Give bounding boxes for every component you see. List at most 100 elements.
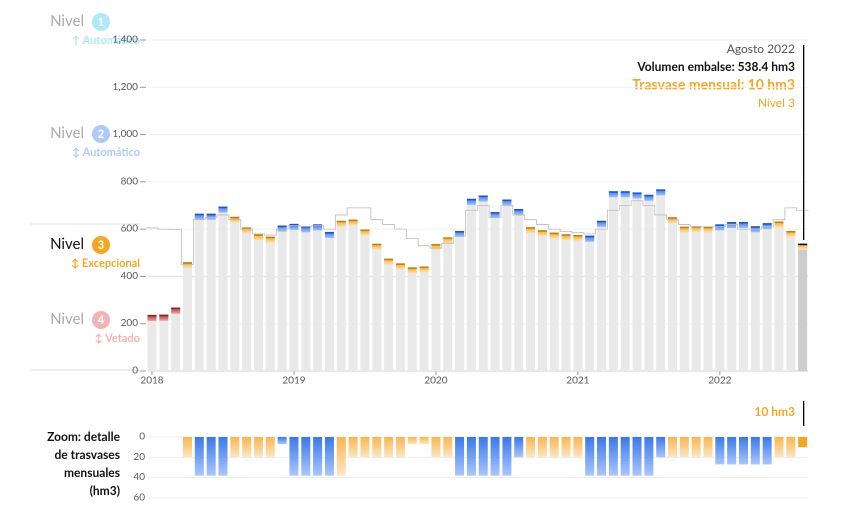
bar — [762, 223, 772, 371]
transfer-bar — [750, 437, 760, 465]
bar-cap — [182, 262, 192, 269]
y-tick-label: 1,200 — [113, 81, 139, 93]
bar-cap — [443, 237, 453, 244]
bar — [360, 229, 370, 371]
bar-cap — [656, 189, 666, 196]
bar-cap — [644, 194, 654, 201]
transfer-bar — [608, 437, 618, 476]
bar — [443, 237, 453, 371]
transfer-bar — [194, 437, 204, 476]
transfer-bar — [668, 437, 678, 458]
bar-cap — [514, 209, 524, 216]
bar-cap — [786, 231, 796, 238]
y-tick-label: 1,000 — [113, 128, 139, 140]
bar-cap — [668, 217, 678, 224]
transfer-bar — [739, 437, 748, 465]
transfer-bar — [762, 437, 772, 465]
transfer-bar — [384, 437, 394, 458]
bar-cap — [679, 226, 689, 233]
transfer-bar — [585, 437, 595, 476]
transfer-bar — [786, 437, 796, 458]
level-label: Nivel — [50, 235, 84, 253]
bar-cap — [206, 213, 216, 220]
transfer-bar — [561, 437, 571, 458]
bar — [786, 231, 796, 371]
transfer-bar — [206, 437, 216, 476]
transfer-bar — [372, 437, 382, 458]
y-tick-label: 0 — [139, 431, 145, 443]
bar-cap — [715, 224, 725, 231]
bar — [549, 232, 559, 371]
transfer-bar — [703, 437, 713, 458]
bar — [194, 213, 204, 371]
x-tick-label: 2018 — [140, 375, 163, 387]
zoom-tooltip: 10 hm3 — [754, 404, 795, 419]
transfer-bar — [218, 437, 228, 476]
bar-cap — [313, 224, 323, 231]
bar — [384, 258, 394, 371]
bar — [466, 198, 476, 371]
bar — [502, 199, 512, 371]
bar-cap — [466, 198, 476, 205]
bar — [727, 222, 737, 371]
y-tick-label: 400 — [121, 270, 139, 282]
bar-cap — [561, 234, 571, 241]
transfer-bar — [691, 437, 701, 458]
bar — [182, 262, 192, 371]
y-tick-label: 200 — [121, 317, 139, 329]
level-number: 1 — [98, 16, 104, 29]
transfer-bar — [277, 437, 287, 445]
tooltip-date: Agosto 2022 — [727, 41, 795, 56]
transfer-bar — [644, 437, 654, 476]
transfer-bar — [537, 437, 547, 458]
bar-cap — [301, 226, 311, 233]
bar-cap — [537, 230, 547, 237]
bar — [171, 307, 181, 371]
transfer-bar — [336, 437, 346, 476]
transfer-bar — [443, 437, 453, 458]
bar-cap — [703, 226, 713, 233]
bar — [301, 226, 311, 371]
zoom-title: de trasvases — [55, 447, 121, 462]
zoom-title: Zoom: detalle — [47, 429, 121, 444]
bar — [419, 266, 429, 371]
bar-cap — [573, 235, 583, 242]
reference-line — [146, 200, 809, 266]
bar — [514, 209, 524, 371]
transfer-bar — [632, 437, 642, 476]
bar-cap — [774, 221, 784, 228]
tooltip-level: Nivel 3 — [758, 95, 795, 110]
bar-cap — [620, 191, 630, 198]
x-tick-label: 2021 — [566, 375, 589, 387]
level-badge — [92, 13, 110, 31]
transfer-bar — [348, 437, 358, 458]
transfer-bar — [502, 437, 512, 476]
level-mode: ↕ Automático — [72, 146, 140, 159]
bar-cap — [372, 243, 382, 250]
transfer-bar — [526, 437, 536, 458]
x-tick-label: 2020 — [424, 375, 447, 387]
bar — [313, 224, 323, 371]
bar — [490, 212, 500, 371]
bar — [739, 222, 748, 371]
bar — [218, 206, 228, 371]
bar — [608, 191, 618, 371]
bar — [265, 236, 275, 371]
bar-cap — [324, 231, 334, 238]
bar-cap — [419, 266, 429, 273]
level-mode: ↕ Vetado — [95, 332, 140, 345]
bar — [656, 189, 666, 371]
bar-cap — [407, 267, 417, 274]
bar — [395, 263, 405, 371]
x-tick-label: 2022 — [708, 375, 731, 387]
bar — [679, 226, 689, 371]
bar-cap — [526, 227, 536, 234]
transfer-bar — [573, 437, 583, 458]
bar — [585, 235, 595, 371]
level-label: Nivel — [50, 12, 84, 30]
bar-cap — [194, 213, 204, 220]
bar — [336, 220, 346, 371]
transfer-bar — [679, 437, 689, 458]
bar — [561, 234, 571, 371]
